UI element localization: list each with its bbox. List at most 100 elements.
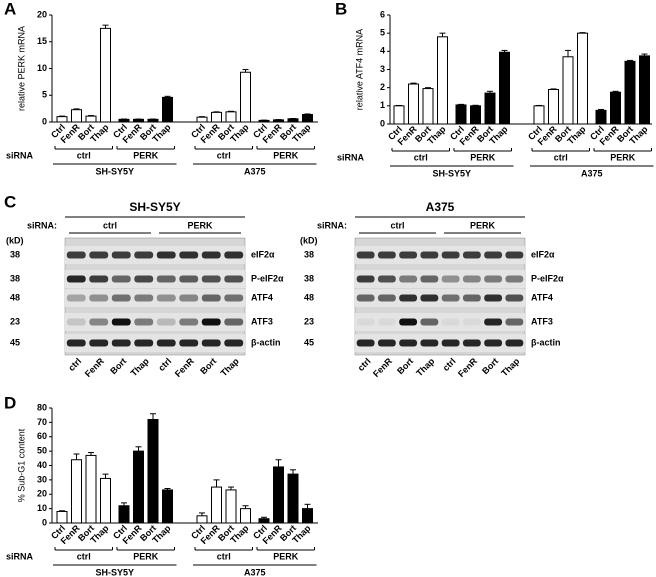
protein-name: ATF3 xyxy=(531,316,553,326)
bar xyxy=(533,105,545,125)
band xyxy=(441,339,460,347)
band xyxy=(484,339,503,347)
band xyxy=(111,339,131,347)
group-name: ctrl xyxy=(77,551,91,561)
band xyxy=(505,318,524,326)
bar xyxy=(302,508,313,524)
kd-value: 48 xyxy=(304,292,314,302)
y-tick-label: 4 xyxy=(380,46,385,56)
bar xyxy=(484,92,496,125)
y-tick-label: 0 xyxy=(42,116,47,126)
blot-title: A375 xyxy=(426,200,455,214)
kd-value: 48 xyxy=(10,292,20,302)
band xyxy=(462,318,481,326)
bar xyxy=(211,111,222,123)
cell-line-name: SH-SY5Y xyxy=(432,168,471,178)
cell-line-name: SH-SY5Y xyxy=(95,166,134,176)
bar xyxy=(273,119,284,123)
band xyxy=(201,275,221,283)
group-label: siRNA xyxy=(6,551,34,561)
bar xyxy=(147,419,159,524)
band xyxy=(505,339,524,347)
band xyxy=(441,318,460,326)
band xyxy=(505,294,524,302)
lane-label: Bort xyxy=(480,356,500,376)
bar xyxy=(258,518,270,524)
blot-strip xyxy=(355,334,525,352)
band xyxy=(201,318,221,326)
lane-label: FenR xyxy=(173,356,196,379)
bar xyxy=(240,508,251,524)
band xyxy=(89,294,109,302)
band xyxy=(179,294,199,302)
band xyxy=(66,294,86,302)
y-tick-label: 5 xyxy=(380,28,385,38)
bar xyxy=(455,104,467,125)
group-name: ctrl xyxy=(77,150,91,160)
kd-value: 38 xyxy=(304,273,314,283)
band xyxy=(66,275,86,283)
group-name: ctrl xyxy=(217,150,231,160)
band xyxy=(179,339,199,347)
y-tick-label: 5 xyxy=(42,90,47,100)
bar xyxy=(273,466,284,524)
band xyxy=(156,251,176,259)
bar xyxy=(133,450,144,524)
protein-name: β-actin xyxy=(531,337,561,347)
band xyxy=(89,275,109,283)
bar xyxy=(100,477,111,524)
lane-label: FenR xyxy=(456,356,479,379)
blot-strip xyxy=(355,289,525,307)
bar xyxy=(162,96,173,123)
band xyxy=(201,294,221,302)
y-tick-label: 0 xyxy=(42,517,47,527)
bar xyxy=(133,118,144,123)
bar xyxy=(302,114,313,123)
y-tick-label: 50 xyxy=(37,446,47,456)
band xyxy=(420,294,439,302)
band xyxy=(377,294,396,302)
kd-value: 45 xyxy=(304,337,314,347)
band xyxy=(484,251,503,259)
band xyxy=(399,339,418,347)
band xyxy=(377,339,396,347)
band xyxy=(462,251,481,259)
protein-name: ATF3 xyxy=(251,316,273,326)
blot-strip xyxy=(355,246,525,264)
band xyxy=(505,275,524,283)
y-tick-label: 3 xyxy=(380,64,385,74)
y-tick-label: 1 xyxy=(380,100,385,110)
band xyxy=(224,339,244,347)
protein-name: eIF2α xyxy=(251,249,275,259)
protein-name: P-eIF2α xyxy=(251,273,284,283)
band xyxy=(156,339,176,347)
y-tick-label: 6 xyxy=(380,9,385,19)
bar xyxy=(595,109,607,125)
band xyxy=(441,275,460,283)
bar xyxy=(287,118,299,123)
group-name: ctrl xyxy=(554,152,568,162)
lane-label: ctrl xyxy=(441,356,458,373)
sirna-label: siRNA: xyxy=(27,220,57,230)
band xyxy=(484,318,503,326)
band xyxy=(399,275,418,283)
band xyxy=(377,275,396,283)
group-label: siRNA xyxy=(6,150,34,160)
blot-strip xyxy=(355,270,525,288)
band xyxy=(377,251,396,259)
sirna-group: PERK xyxy=(470,220,496,230)
band xyxy=(399,294,418,302)
bar xyxy=(118,505,130,524)
bar xyxy=(287,473,299,524)
lane-label: Thap xyxy=(414,356,437,379)
blot-strip xyxy=(65,334,245,352)
lane-label: Bort xyxy=(198,356,218,376)
band xyxy=(134,275,154,283)
protein-name: eIF2α xyxy=(531,249,555,259)
panel-letter: A xyxy=(4,0,16,18)
band xyxy=(399,318,418,326)
lane-label: ctrl xyxy=(156,356,173,373)
group-name: PERK xyxy=(470,152,496,162)
sirna-group: PERK xyxy=(187,220,213,230)
y-tick-label: 20 xyxy=(37,489,47,499)
